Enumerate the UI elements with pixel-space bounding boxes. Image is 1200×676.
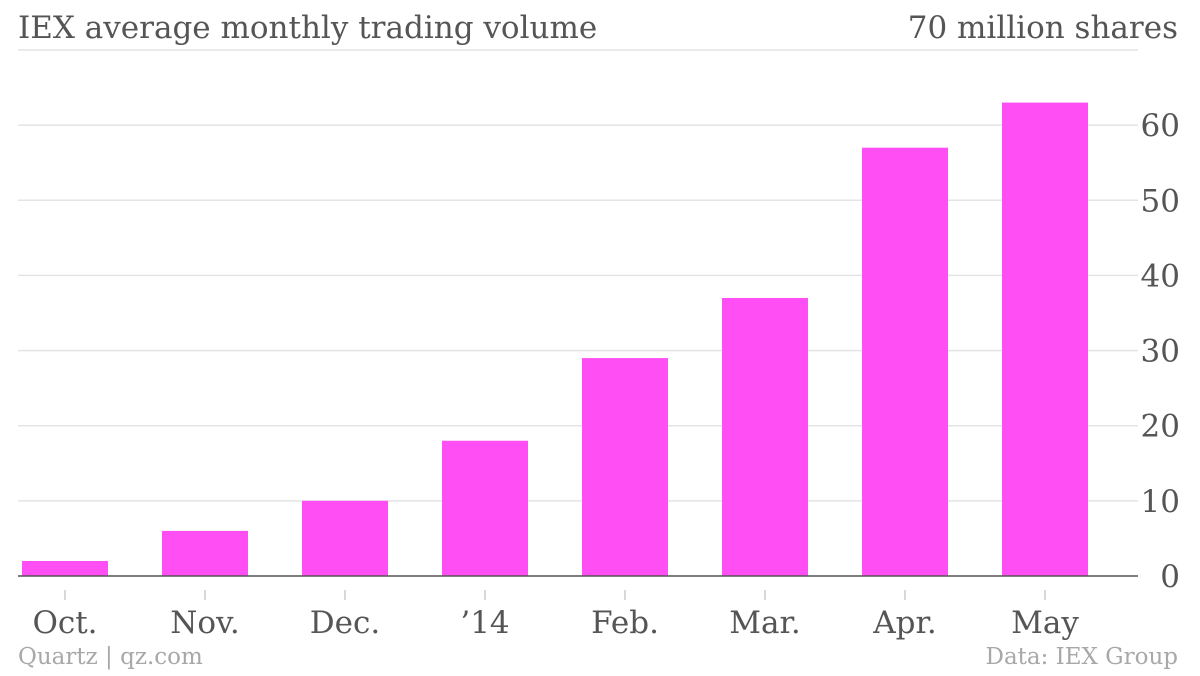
x-tick-label: Oct.	[32, 605, 97, 641]
bar	[722, 297, 808, 576]
bar	[582, 358, 668, 576]
y-tick-label: 50	[1141, 183, 1180, 219]
x-tick-label: Feb.	[591, 605, 659, 641]
chart-title: IEX average monthly trading volume	[18, 10, 598, 46]
bar	[862, 147, 948, 576]
bar	[302, 500, 388, 576]
x-tick-label: Nov.	[170, 605, 239, 641]
x-tick-label: ’14	[460, 605, 509, 641]
y-tick-label: 40	[1141, 258, 1180, 294]
y-tick-label: 10	[1141, 484, 1180, 520]
bar	[162, 530, 248, 576]
y-tick-label: 0	[1160, 559, 1180, 595]
y-axis-units-label: 70 million shares	[907, 10, 1178, 46]
y-tick-label: 30	[1141, 334, 1180, 370]
bar	[22, 560, 108, 576]
bar	[1002, 102, 1088, 576]
x-tick-label: Mar.	[729, 605, 801, 641]
x-tick-label: Dec.	[310, 605, 380, 641]
x-tick-label: May	[1011, 605, 1079, 641]
credit-text: Quartz | qz.com	[18, 644, 203, 670]
source-text: Data: IEX Group	[985, 644, 1178, 670]
y-tick-label: 60	[1141, 108, 1180, 144]
bar	[442, 440, 528, 576]
x-tick-label: Apr.	[872, 605, 937, 641]
y-tick-label: 20	[1141, 409, 1180, 445]
